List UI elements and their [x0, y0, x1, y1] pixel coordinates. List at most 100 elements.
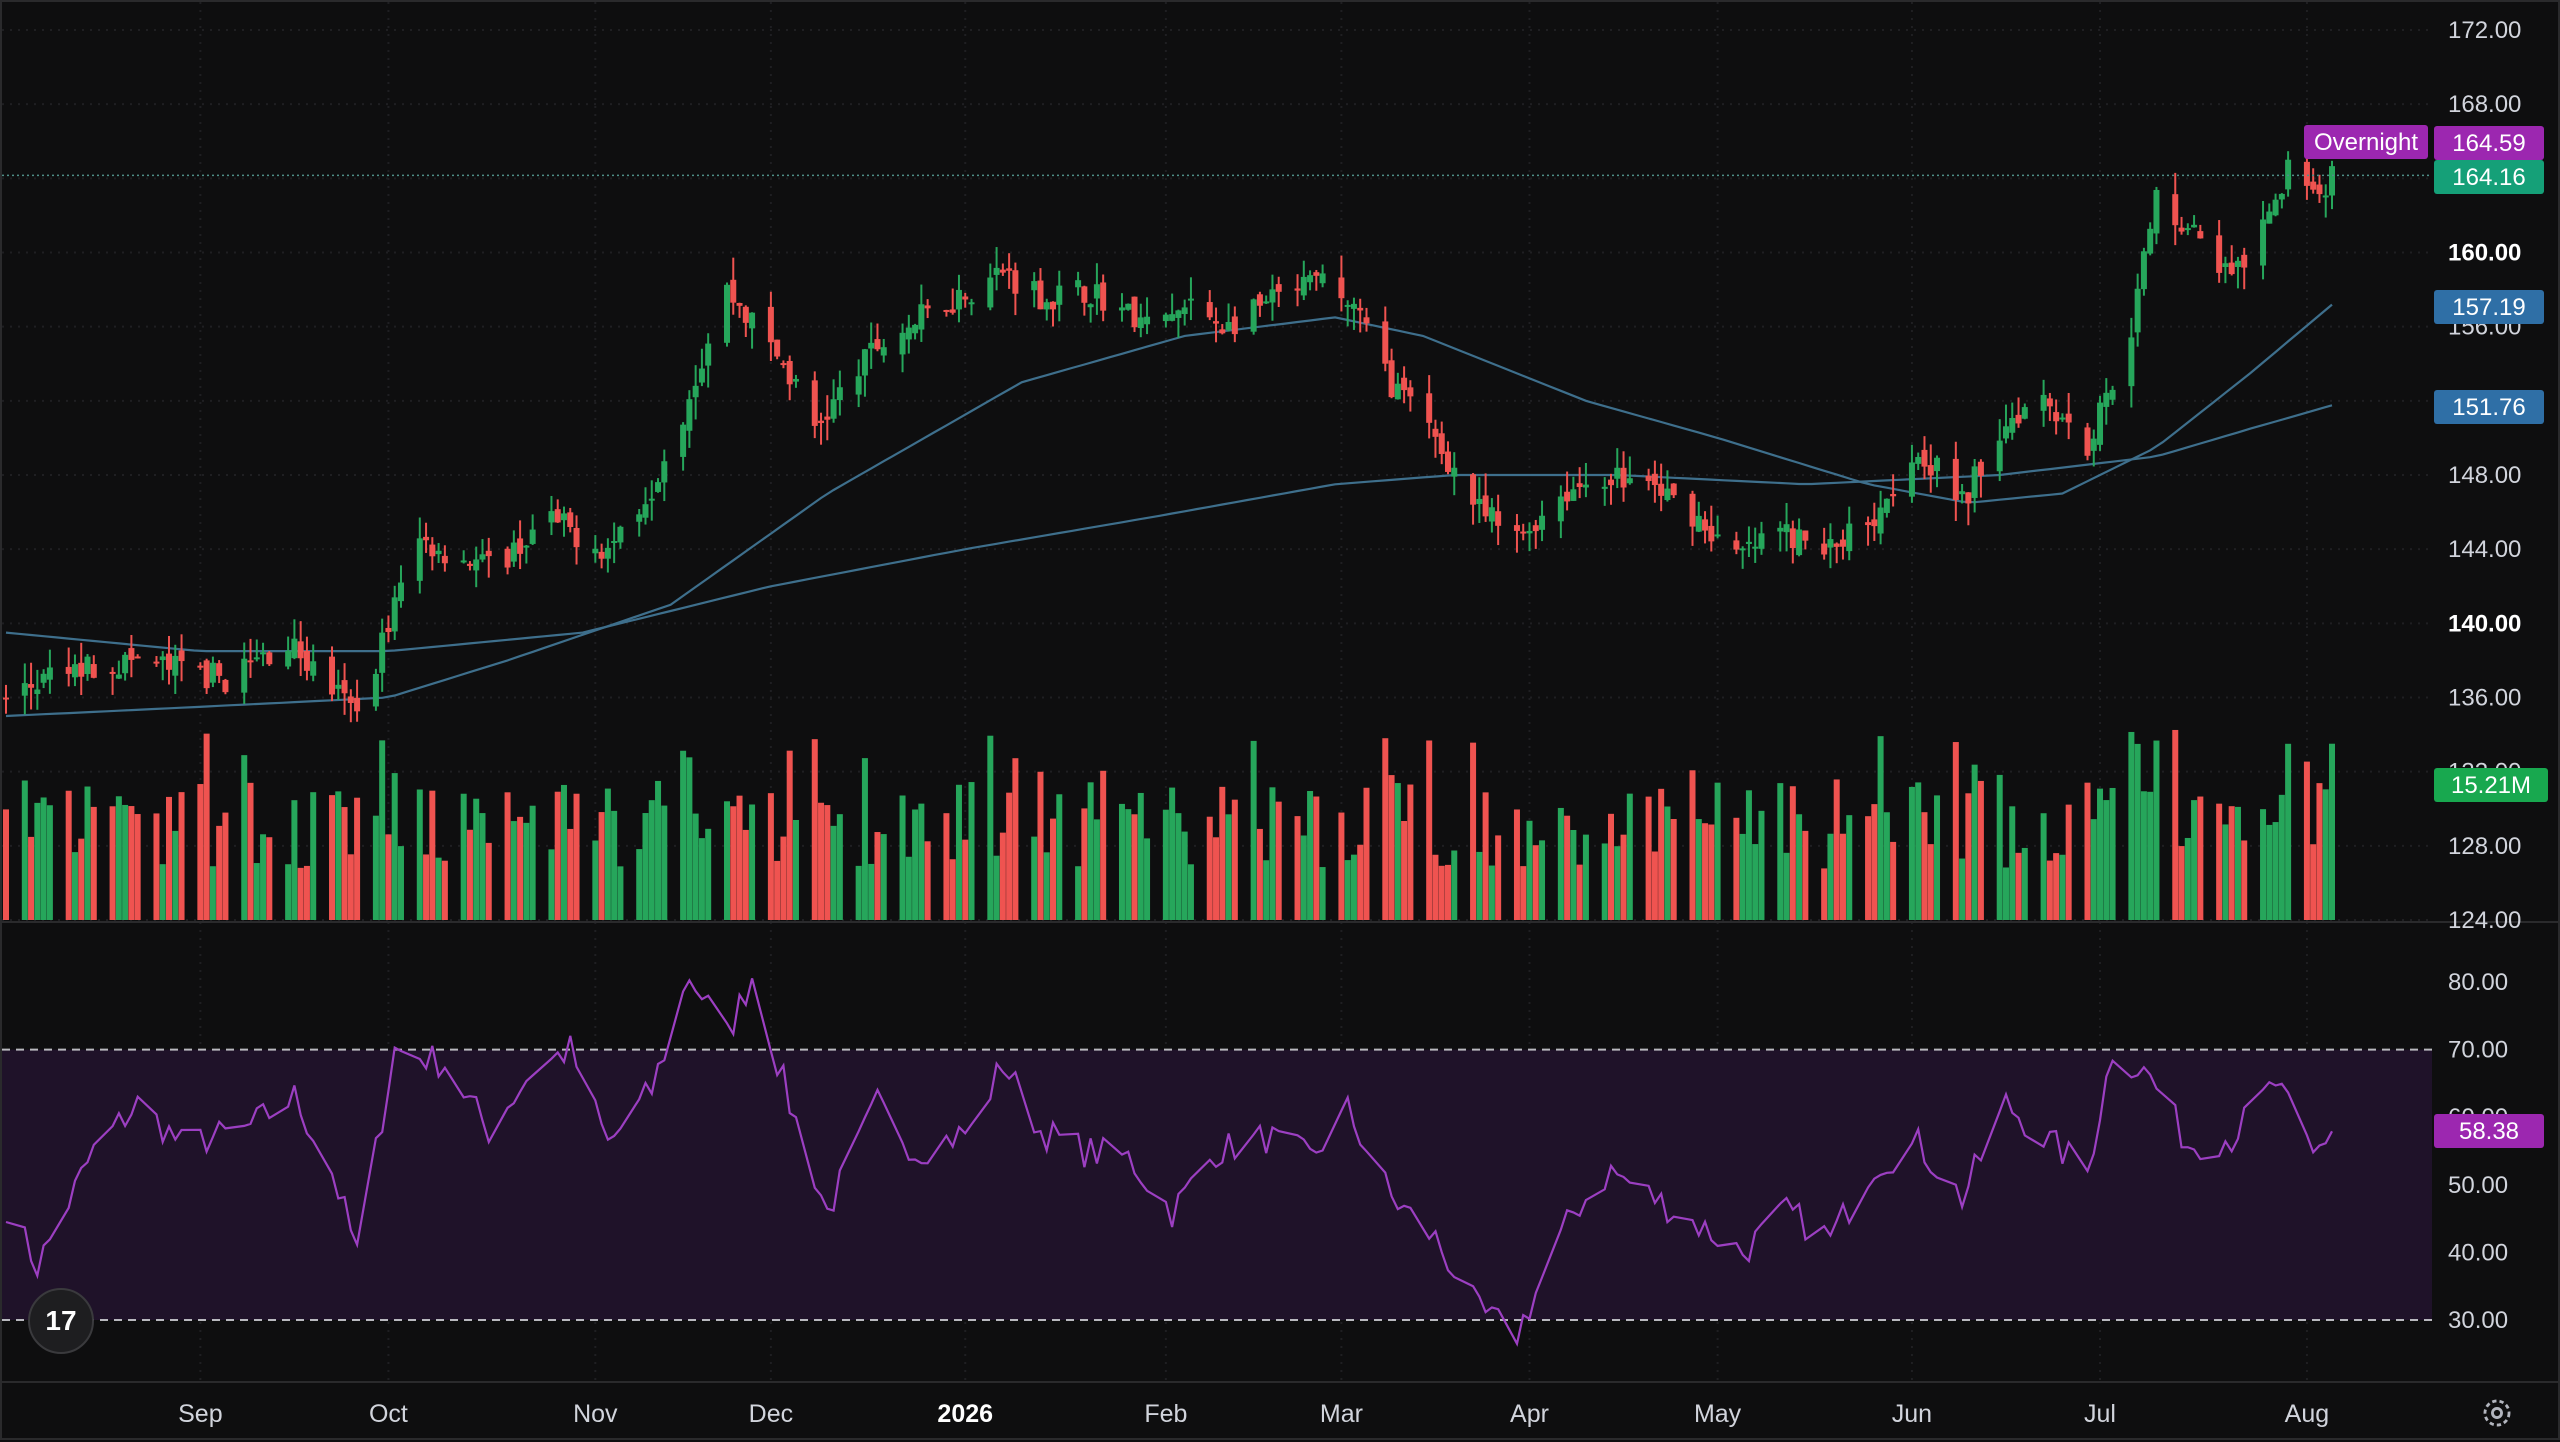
- candle-body: [861, 349, 868, 376]
- volume-bar: [2266, 824, 2273, 920]
- candle-body: [1426, 393, 1433, 423]
- candle-body: [266, 652, 273, 665]
- volume-bar: [999, 832, 1006, 920]
- volume-bar: [818, 802, 825, 920]
- rsi-badge-text: 58.38: [2459, 1118, 2519, 1145]
- candle-body: [899, 332, 906, 355]
- volume-bar: [216, 825, 223, 920]
- candle-body: [460, 560, 467, 563]
- volume-bar: [1488, 865, 1495, 920]
- volume-bar: [1839, 833, 1846, 920]
- volume-bar: [504, 792, 511, 920]
- candle-body: [1883, 498, 1890, 513]
- candle-body: [2266, 211, 2273, 224]
- volume-bar: [1495, 835, 1502, 920]
- volume-bar: [1608, 813, 1615, 920]
- candle-body: [1300, 276, 1307, 296]
- rsi-band: [2, 1049, 2432, 1320]
- candle-body: [523, 545, 530, 548]
- volume-bar: [1526, 820, 1533, 920]
- volume-bar: [567, 828, 574, 920]
- tradingview-logo[interactable]: 17: [28, 1288, 94, 1354]
- volume-bar: [1012, 758, 1019, 920]
- gear-icon[interactable]: [2480, 1396, 2514, 1430]
- volume-bar: [109, 806, 116, 920]
- volume-bar: [1256, 828, 1263, 920]
- volume-bar: [1789, 786, 1796, 920]
- volume-bar: [1557, 807, 1564, 920]
- candle-body: [1952, 458, 1959, 500]
- volume-bar: [473, 798, 480, 920]
- candle-body: [1582, 484, 1589, 488]
- volume-bar: [573, 793, 580, 920]
- candle-body: [247, 660, 254, 663]
- volume-bar: [1570, 830, 1577, 920]
- candle-body: [1601, 486, 1608, 489]
- candle-body: [692, 385, 699, 398]
- volume-bar: [1363, 787, 1370, 920]
- candle-body: [1256, 294, 1263, 306]
- volume-bar: [560, 784, 567, 920]
- candle-body: [686, 399, 693, 431]
- volume-bar: [598, 812, 605, 920]
- candle-body: [2021, 407, 2028, 419]
- candle-body: [955, 289, 962, 310]
- candle-body: [1608, 479, 1615, 486]
- volume-bar: [335, 791, 342, 920]
- price-tick-label: 172.00: [2448, 17, 2521, 44]
- candle-body: [611, 541, 618, 544]
- price-tick-label: 160.00: [2448, 240, 2521, 267]
- candle-body: [742, 306, 749, 323]
- volume-bar: [730, 806, 737, 920]
- volume-bar: [811, 739, 818, 920]
- volume-bar: [2191, 800, 2198, 920]
- candle-body: [1934, 457, 1941, 472]
- candle-body: [46, 667, 53, 680]
- volume-bar: [1482, 792, 1489, 920]
- volume-bar: [1031, 836, 1038, 920]
- volume-bar: [1996, 774, 2003, 920]
- volume-bar: [1821, 868, 1828, 920]
- candle-body: [1363, 317, 1370, 324]
- volume-bar: [1620, 834, 1627, 920]
- volume-bar: [310, 792, 317, 920]
- candle-body: [2140, 251, 2147, 290]
- candle-body: [1827, 539, 1834, 548]
- volume-bar: [479, 813, 486, 920]
- candle-body: [71, 664, 78, 678]
- volume-bar: [1357, 844, 1364, 920]
- volume-bar: [253, 863, 260, 920]
- volume-bar: [1971, 764, 1978, 920]
- volume-bar: [1708, 824, 1715, 920]
- volume-bar: [1438, 865, 1445, 920]
- price-tick-label: 148.00: [2448, 462, 2521, 489]
- candle-body: [297, 641, 304, 659]
- candle-body: [1225, 322, 1232, 330]
- candlesticks: [3, 151, 2335, 723]
- candle-body: [792, 378, 799, 382]
- price-tick-label: 144.00: [2448, 536, 2521, 563]
- candle-body: [2065, 413, 2072, 423]
- volume-bar: [1865, 816, 1872, 920]
- candle-body: [1206, 302, 1213, 318]
- candle-body: [1557, 496, 1564, 522]
- volume-bar: [1432, 854, 1439, 920]
- volume-bar: [90, 806, 97, 920]
- price-tick-label: 140.00: [2448, 610, 2521, 637]
- volume-bar: [1225, 814, 1232, 920]
- candle-body: [21, 683, 28, 696]
- candle-body: [385, 627, 392, 633]
- volume-bar: [1702, 823, 1709, 920]
- candle-body: [2109, 389, 2116, 400]
- volume-bar: [247, 782, 254, 920]
- ma-fast-line: [5, 303, 2333, 718]
- candle-body: [2278, 193, 2285, 200]
- candle-body: [1626, 478, 1633, 484]
- volume-bar: [774, 860, 781, 920]
- volume-bar: [297, 867, 304, 920]
- candle-body: [1081, 286, 1088, 303]
- candle-body: [830, 399, 837, 419]
- time-tick-label: Dec: [749, 1400, 793, 1428]
